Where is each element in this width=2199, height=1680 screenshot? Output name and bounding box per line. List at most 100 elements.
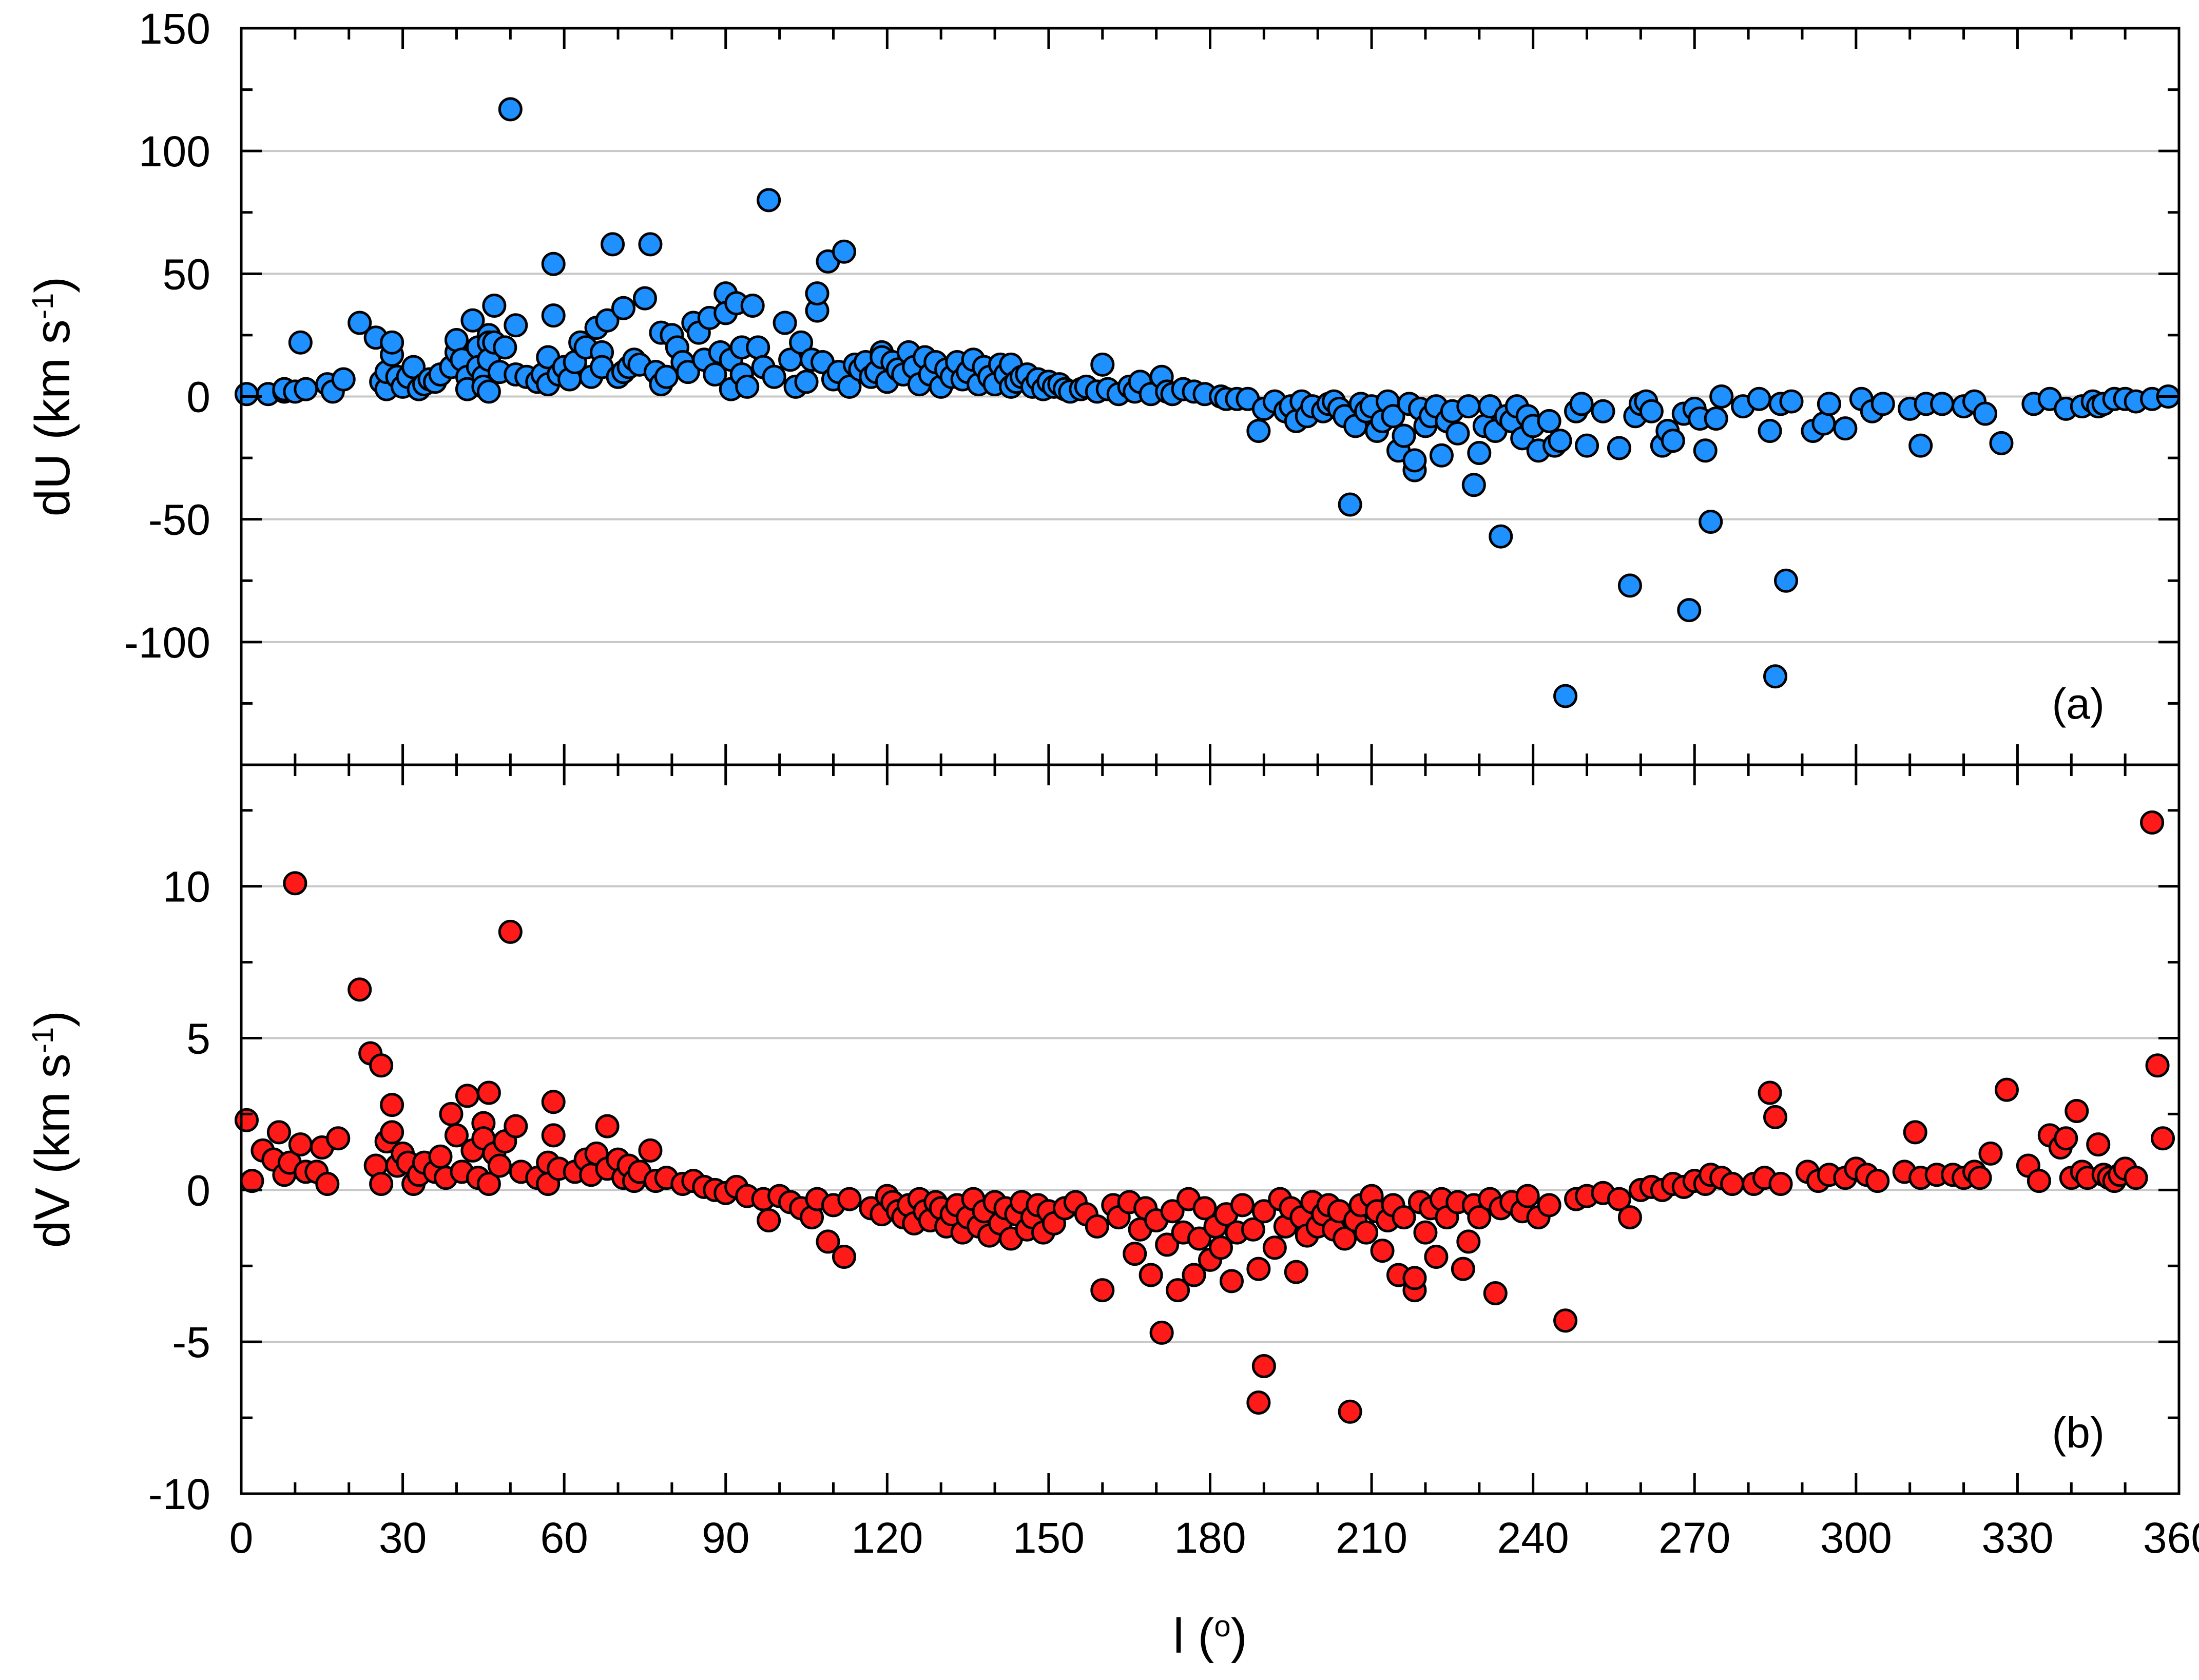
x-tick-label: 180 <box>1174 1514 1246 1562</box>
panel-b-ylabel-sup: -1 <box>26 1027 60 1054</box>
data-point <box>816 1229 840 1254</box>
data-point <box>1833 416 1858 441</box>
data-point <box>638 232 663 257</box>
y-tick-label: -100 <box>124 619 210 667</box>
data-point <box>1392 1205 1416 1230</box>
data-point <box>1392 423 1416 448</box>
data-point <box>1456 394 1481 419</box>
data-point <box>1639 399 1664 423</box>
panel-a-ylabel-close: ) <box>25 277 80 293</box>
x-tick-label: 360 <box>2143 1514 2199 1562</box>
panel-b-xtick-labels: 0 30 60 90 120 150 180 210 240 270 300 330 360 <box>229 1514 2199 1562</box>
data-point <box>1262 1235 1287 1260</box>
data-point <box>1402 1266 1427 1290</box>
data-point <box>1811 411 1836 436</box>
data-point <box>703 362 727 387</box>
data-point <box>1758 418 1782 443</box>
data-point <box>1699 509 1723 534</box>
data-point <box>1192 1196 1217 1221</box>
data-point <box>1451 1257 1475 1281</box>
data-point <box>1903 1120 1927 1145</box>
panel-b: -10 -5 0 5 10 0 30 60 90 120 150 180 210 240 270 300 33… <box>25 763 2199 1664</box>
data-point <box>773 311 797 335</box>
data-point <box>1774 568 1799 593</box>
data-point <box>1930 392 1955 416</box>
data-point <box>444 1123 469 1148</box>
x-tick-label: 120 <box>851 1514 923 1562</box>
data-point <box>676 360 700 384</box>
data-point <box>401 355 426 379</box>
data-point <box>1284 1260 1308 1284</box>
data-point <box>541 1090 566 1114</box>
data-point <box>1591 399 1615 423</box>
panel-b-xlabel-close: ) <box>1231 1609 1247 1664</box>
data-point <box>369 1172 394 1196</box>
data-point <box>487 1153 512 1178</box>
data-point <box>837 374 862 399</box>
data-point <box>1617 573 1642 598</box>
data-point <box>476 379 501 404</box>
data-point <box>1246 1391 1271 1415</box>
data-point <box>504 1114 528 1138</box>
x-tick-label: 60 <box>540 1514 588 1562</box>
panel-a-ylabel: dU (km s-1) <box>25 277 80 517</box>
data-point <box>1758 1080 1782 1105</box>
data-point <box>1467 1205 1492 1230</box>
data-point <box>1994 1077 2019 1102</box>
data-point <box>1553 1308 1578 1333</box>
data-point <box>1456 1229 1481 1254</box>
data-point <box>1817 392 1841 416</box>
data-point <box>1709 384 1734 409</box>
data-point <box>1461 473 1486 497</box>
data-point <box>1338 492 1362 517</box>
data-point <box>1763 1105 1788 1129</box>
data-point <box>369 1053 394 1078</box>
data-point <box>1370 1239 1395 1263</box>
data-point <box>482 294 507 318</box>
data-point <box>439 1102 464 1126</box>
data-point <box>498 919 523 944</box>
data-point <box>1677 598 1702 623</box>
data-point <box>1483 1281 1508 1305</box>
data-point <box>380 1120 404 1145</box>
data-point <box>805 281 830 306</box>
data-point <box>611 296 636 320</box>
x-tick-label: 90 <box>702 1514 749 1562</box>
data-point <box>1575 433 1599 458</box>
data-point <box>444 327 469 352</box>
data-point <box>1139 1263 1163 1287</box>
data-point <box>331 367 356 392</box>
panel-b-label: (b) <box>2052 1408 2105 1457</box>
x-tick-label: 30 <box>379 1514 427 1562</box>
data-point <box>1747 387 1771 411</box>
data-point <box>1978 1141 2003 1166</box>
data-point <box>595 1114 620 1138</box>
x-tick-label: 210 <box>1336 1514 1407 1562</box>
y-tick-label: 50 <box>163 250 210 298</box>
data-point <box>541 252 566 276</box>
data-point <box>2140 810 2165 835</box>
x-tick-label: 300 <box>1820 1514 1892 1562</box>
panel-a: -100 -50 0 50 100 150 (a) dU (km s-1) <box>25 5 2181 766</box>
data-point <box>1182 1263 1206 1287</box>
data-point <box>1230 1193 1255 1218</box>
data-point <box>1617 1205 1642 1230</box>
data-point <box>326 1126 351 1151</box>
panel-b-gridlines <box>241 885 2179 1343</box>
data-point <box>1413 1220 1438 1245</box>
data-point <box>240 1169 264 1193</box>
data-point <box>1515 1184 1540 1208</box>
data-point <box>1865 1169 1890 1193</box>
data-point <box>504 313 528 338</box>
panel-b-ticks <box>240 765 2181 1495</box>
data-point <box>1967 1166 1992 1190</box>
data-point <box>1251 1199 1276 1224</box>
x-tick-label: 240 <box>1497 1514 1569 1562</box>
data-point <box>1870 392 1895 416</box>
data-point <box>1381 404 1405 429</box>
y-tick-label: 10 <box>163 863 210 911</box>
data-point <box>1402 448 1427 473</box>
data-point <box>789 330 814 355</box>
data-point <box>1246 1257 1271 1281</box>
